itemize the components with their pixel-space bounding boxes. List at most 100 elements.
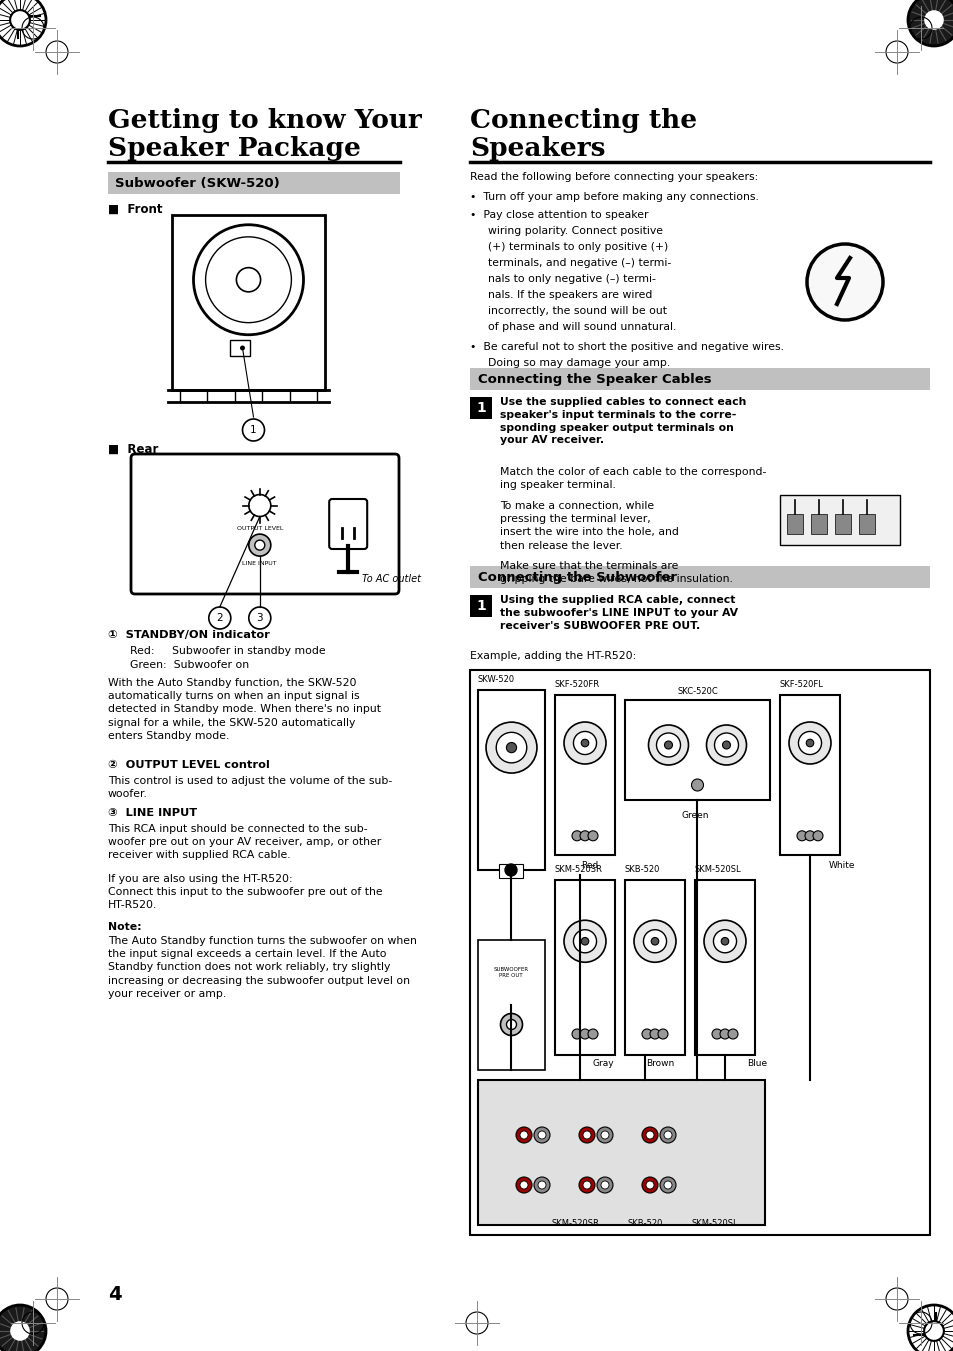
Circle shape [597,1127,613,1143]
Text: SKB-520: SKB-520 [624,865,659,874]
Text: Connecting the Subwoofer: Connecting the Subwoofer [477,570,677,584]
Circle shape [504,865,517,875]
Circle shape [10,1321,30,1340]
Circle shape [663,1181,671,1189]
Circle shape [714,734,738,757]
Text: Blue: Blue [746,1059,766,1069]
Text: 1: 1 [476,598,485,613]
Circle shape [659,1177,676,1193]
Bar [231,340,251,357]
Circle shape [805,739,813,747]
Circle shape [580,938,588,946]
Text: 3: 3 [256,613,263,623]
Circle shape [582,1181,590,1189]
Circle shape [721,740,730,748]
Text: SKM-520SL: SKM-520SL [695,865,740,874]
Circle shape [634,920,676,962]
Circle shape [534,1127,550,1143]
Circle shape [485,723,537,773]
Bar [555,694,615,855]
Text: Doing so may damage your amp.: Doing so may damage your amp. [488,358,670,367]
Text: wiring polarity. Connect positive: wiring polarity. Connect positive [488,226,662,236]
Bar [695,880,754,1055]
Text: Connecting the Speaker Cables: Connecting the Speaker Cables [477,373,711,385]
Circle shape [580,739,588,747]
Text: 1: 1 [250,426,256,435]
Circle shape [573,731,596,755]
Text: This control is used to adjust the volume of the sub-
woofer.: This control is used to adjust the volum… [108,775,392,800]
Circle shape [587,831,598,840]
Circle shape [587,1029,598,1039]
Text: Example, adding the HT-R520:: Example, adding the HT-R520: [470,651,636,661]
Text: Use the supplied cables to connect each
speaker's input terminals to the corre-
: Use the supplied cables to connect each … [499,397,745,446]
Circle shape [600,1181,608,1189]
Circle shape [10,9,30,30]
Bar [477,690,544,870]
Circle shape [923,11,943,30]
Circle shape [578,1127,595,1143]
Bar [470,566,929,588]
Circle shape [796,831,806,840]
Text: Using the supplied RCA cable, connect
the subwoofer's LINE INPUT to your AV
rece: Using the supplied RCA cable, connect th… [499,594,738,631]
Circle shape [537,1181,545,1189]
Text: nals to only negative (–) termi-: nals to only negative (–) termi- [488,274,656,284]
Text: •  Be careful not to short the positive and negative wires.: • Be careful not to short the positive a… [470,342,783,353]
Text: SKF-520FR: SKF-520FR [555,680,599,689]
Bar [470,594,492,617]
Bar [786,513,802,534]
Text: To make a connection, while
pressing the terminal lever,
insert the wire into th: To make a connection, while pressing the… [499,501,679,551]
Circle shape [563,721,605,765]
Circle shape [659,1127,676,1143]
Circle shape [249,534,271,557]
Text: Red:     Subwoofer in standby mode: Red: Subwoofer in standby mode [130,646,325,657]
Circle shape [249,607,271,630]
Circle shape [519,1131,527,1139]
Circle shape [711,1029,721,1039]
Bar [477,1079,764,1225]
Text: Red: Red [580,861,598,870]
Text: Green: Green [680,811,708,820]
Text: SKC-520C: SKC-520C [677,688,717,696]
Text: of phase and will sound unnatural.: of phase and will sound unnatural. [488,322,676,332]
Circle shape [727,1029,738,1039]
Bar [624,880,684,1055]
Circle shape [537,1131,545,1139]
Text: To AC outlet: To AC outlet [362,574,421,584]
Text: 2: 2 [216,613,223,623]
Circle shape [706,725,745,765]
Circle shape [496,732,526,763]
Text: Read the following before connecting your speakers:: Read the following before connecting you… [470,172,758,182]
Text: 4: 4 [108,1286,121,1305]
Circle shape [656,734,679,757]
Circle shape [506,743,517,753]
Circle shape [641,1177,658,1193]
Bar [499,865,523,878]
Text: Gray: Gray [592,1059,613,1069]
Text: SKM-520SR: SKM-520SR [551,1219,598,1228]
Circle shape [703,920,745,962]
Text: This RCA input should be connected to the sub-
woofer pre out on your AV receive: This RCA input should be connected to th… [108,824,381,861]
Text: Connecting the
Speakers: Connecting the Speakers [470,108,697,161]
Circle shape [645,1181,654,1189]
Text: White: White [828,861,854,870]
Circle shape [578,1177,595,1193]
Circle shape [923,1321,943,1342]
Bar [780,494,899,544]
Circle shape [804,831,814,840]
Text: 1: 1 [476,401,485,415]
Circle shape [648,725,688,765]
FancyBboxPatch shape [131,454,398,594]
Bar [470,397,492,419]
Bar [555,880,615,1055]
Text: Getting to know Your
Speaker Package: Getting to know Your Speaker Package [108,108,421,161]
Circle shape [572,831,581,840]
Circle shape [720,938,728,946]
Circle shape [573,929,596,952]
Text: Brown: Brown [645,1059,674,1069]
Text: SUBWOOFER
PRE OUT: SUBWOOFER PRE OUT [493,967,528,978]
Bar [624,700,769,800]
Circle shape [649,1029,659,1039]
Text: ③  LINE INPUT: ③ LINE INPUT [108,808,197,817]
Bar [810,513,826,534]
Circle shape [641,1029,651,1039]
